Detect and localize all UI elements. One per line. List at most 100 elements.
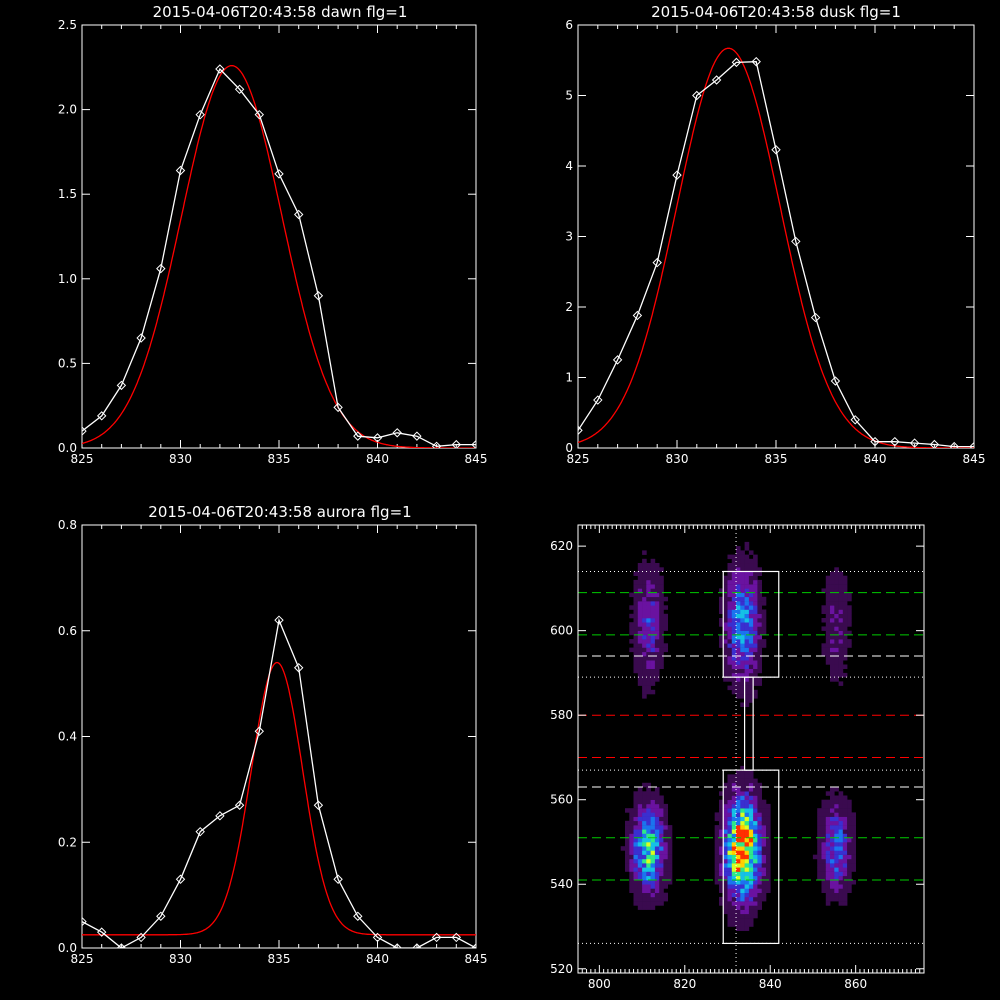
image-pixel [727,634,733,640]
image-pixel [642,791,647,796]
image-pixel [842,588,848,593]
image-pixel [633,630,639,636]
image-pixel [744,782,750,788]
dusk-data-line [578,61,974,448]
image-pixel [753,850,758,855]
image-pixel [727,808,733,813]
image-pixel [731,643,737,648]
image-pixel [834,812,839,817]
image-pixel [736,833,741,838]
image-pixel [817,846,822,851]
image-pixel [834,880,839,885]
dusk-data-point [810,312,821,323]
image-pixel [847,820,852,826]
image-pixel [744,774,750,779]
image-pixel [757,863,762,868]
image-pixel [825,622,831,627]
image-pixel [740,901,745,906]
image-pixel [757,664,762,669]
image-pixel [723,656,728,661]
image-pixel [761,854,767,860]
image-pixel [757,643,762,648]
image-pixel [642,901,647,906]
image-pixel [646,863,651,868]
image-pixel [842,888,848,893]
image-pixel [847,825,852,830]
image-pixel [830,871,835,877]
image-pixel [761,812,767,817]
image-pixel [821,837,827,843]
image-pixel [731,820,737,826]
image-pixel [723,825,728,830]
image-pixel [757,812,762,817]
image-pixel [842,901,848,906]
image-pixel [663,622,668,627]
aurora-axes-frame [81,524,477,949]
image-pixel [851,846,856,851]
image-pixel [731,875,737,881]
image-pixel [642,833,647,838]
image-pixel [650,867,656,872]
image-pixel [753,622,758,627]
image-pixel [748,685,754,691]
image-pixel [642,575,647,581]
image-pixel [727,656,733,661]
image-pixel [766,858,771,864]
image-pixel [838,575,844,581]
dawn-x-tick-label: 830 [169,452,192,466]
dawn-data-point [333,402,343,413]
image-pixel [646,875,651,881]
image-pixel [830,575,835,581]
image-pixel [723,820,728,826]
image-pixel [744,647,750,653]
image-pixel [642,858,647,864]
aurora-data-point [412,943,422,948]
image-pixel [727,622,733,627]
image-pixel [847,850,852,855]
image-pixel [753,563,758,568]
image-pixel [731,579,737,585]
image-pixel [633,812,639,817]
image-pixel [731,922,737,927]
image-pixel [851,854,856,860]
image-pixel [847,867,852,872]
image-pixel [766,808,771,813]
image-pixel [629,833,634,838]
image-pixel [723,618,728,623]
image-pixel [834,626,839,631]
image-pixel [654,842,660,847]
image-pixel [842,672,848,678]
image-pixel [757,875,762,881]
image-pixel [637,888,643,893]
image-pixel [633,626,639,631]
image-pixel [825,639,831,644]
image-pixel [633,803,639,809]
image-pixel [667,867,673,872]
image-pixel [642,634,647,640]
image-pixel [736,871,741,877]
image-pixel [753,812,758,817]
image-pixel [761,888,767,893]
image-pixel [637,833,643,838]
image-pixel [834,808,839,813]
image-pixel [727,863,733,868]
image-pixel [637,884,643,889]
dusk-title: 2015-04-06T20:43:58 dusk flg=1 [651,3,901,21]
image-pixel [842,651,848,657]
image-pixel [646,647,651,653]
image-pixel [654,656,660,661]
image-pixel [834,833,839,838]
image-pixel [637,630,643,636]
image-pixel [753,837,758,843]
dusk-data-point [578,425,583,436]
image-pixel [842,896,848,902]
image-pixel [736,808,741,813]
image-pixel [838,846,844,851]
image-pixel [744,922,750,927]
image-pixel [740,702,745,707]
image-pixel [830,812,835,817]
image-pixel [642,647,647,653]
image-pixel [731,888,737,893]
image-pixel [830,803,835,809]
image-pixel [744,863,750,868]
